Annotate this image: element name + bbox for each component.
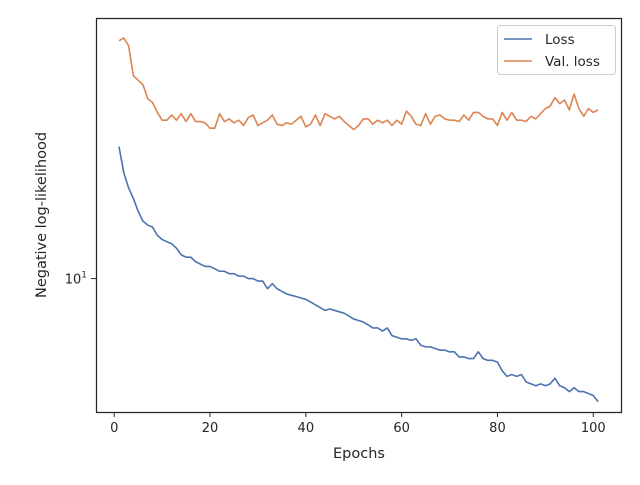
legend-label-1: Val. loss: [545, 54, 600, 70]
x-tick-label: 20: [202, 421, 219, 436]
axes-frame: [95, 17, 623, 414]
x-tick-label: 100: [581, 421, 606, 436]
y-axis-label: Negative log-likelihood: [34, 132, 50, 298]
y-axis-ticks: 101: [65, 271, 96, 288]
series-line-1: [118, 37, 599, 131]
legend-label-0: Loss: [545, 32, 575, 48]
plot-lines: [118, 37, 599, 403]
legend-box: [497, 25, 616, 75]
x-axis-label: Epochs: [333, 446, 385, 462]
x-axis-ticks: 0 20 40 60 80 100: [110, 412, 606, 436]
y-tick-label: 101: [65, 271, 87, 288]
series-line-0: [118, 146, 599, 403]
x-tick-label: 80: [489, 421, 506, 436]
x-tick-label: 60: [393, 421, 410, 436]
x-tick-label: 40: [298, 421, 315, 436]
legend: Loss Val. loss: [497, 25, 616, 75]
x-tick-label: 0: [110, 421, 118, 436]
